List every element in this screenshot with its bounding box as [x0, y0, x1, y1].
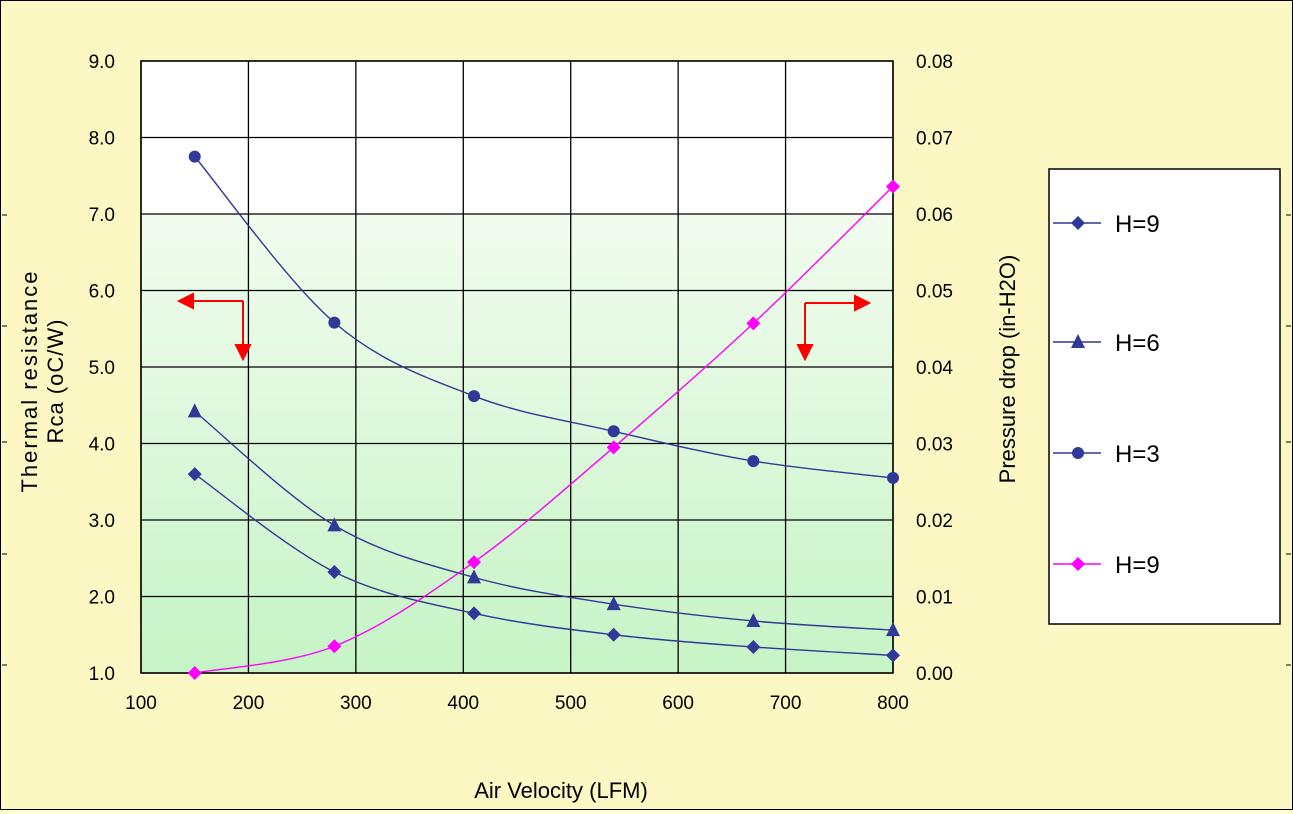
left-axis-title-line1: Thermal resistance	[17, 269, 42, 492]
data-point	[328, 316, 341, 329]
left-axis-title-line2: Rca (oC/W)	[43, 319, 68, 444]
data-point	[187, 666, 202, 680]
data-point	[746, 639, 761, 654]
right-y-tick-label: 0.05	[916, 282, 953, 303]
legend-label: H=9	[1115, 552, 1160, 579]
data-point	[887, 471, 899, 484]
x-tick-label: 500	[555, 693, 587, 714]
legend-entry: H=9	[1053, 552, 1160, 579]
series-line	[194, 410, 894, 631]
left-y-tick-label: 7.0	[89, 205, 115, 226]
legend-marker	[1071, 216, 1085, 230]
data-point	[327, 565, 342, 580]
series-layer	[187, 150, 900, 680]
legend-entry: H=9	[1053, 211, 1160, 238]
legend-marker	[1071, 557, 1085, 571]
data-point	[187, 403, 202, 418]
x-axis-title: Air Velocity (LFM)	[474, 778, 648, 803]
series-3	[188, 150, 899, 484]
legend-label: H=9	[1115, 211, 1160, 238]
legend-box	[1048, 168, 1281, 625]
gridlines	[140, 60, 894, 674]
right-y-tick-label: 0.07	[916, 129, 953, 150]
left-y-tick-label: 6.0	[89, 282, 115, 303]
data-point	[886, 648, 900, 663]
data-point	[188, 150, 201, 163]
legend-label: H=3	[1115, 441, 1160, 468]
left-axis-ticks: 1.0 2.0 3.0 4.0 5.0 6.0 7.0 8.0 9.0	[89, 52, 115, 685]
series-1	[187, 467, 900, 663]
right-y-tick-label: 0.04	[916, 358, 953, 379]
x-tick-label: 300	[340, 693, 372, 714]
data-point	[606, 627, 621, 642]
x-tick-label: 600	[662, 693, 694, 714]
data-point	[746, 612, 761, 627]
data-point	[467, 555, 482, 570]
data-point	[746, 316, 761, 331]
left-y-tick-label: 2.0	[89, 588, 115, 609]
data-point	[327, 639, 342, 654]
series-2	[187, 403, 900, 637]
data-point	[187, 467, 202, 482]
series-4	[187, 179, 900, 680]
left-y-tick-label: 5.0	[89, 358, 115, 379]
right-y-tick-label: 0.06	[916, 205, 953, 226]
data-point	[467, 569, 482, 584]
right-y-tick-label: 0.02	[916, 511, 953, 532]
left-y-tick-label: 8.0	[89, 129, 115, 150]
legend-label: H=6	[1115, 330, 1160, 357]
x-tick-label: 200	[233, 693, 265, 714]
left-y-tick-label: 3.0	[89, 511, 115, 532]
series-line	[194, 473, 894, 657]
x-tick-label: 100	[125, 693, 157, 714]
data-point	[327, 517, 342, 532]
data-point	[468, 390, 481, 403]
right-axis-arrow-icon	[796, 294, 872, 362]
data-point	[606, 596, 621, 611]
right-y-tick-label: 0.03	[916, 435, 953, 456]
data-point	[606, 440, 621, 455]
right-y-tick-label: 0.00	[916, 664, 953, 685]
data-point	[607, 425, 620, 438]
data-point	[886, 179, 900, 194]
legend-marker	[1072, 447, 1084, 459]
legend: H=9 H=6 H=3 H=9	[1053, 211, 1160, 579]
left-y-tick-label: 4.0	[89, 435, 115, 456]
series-line	[194, 156, 894, 479]
legend-entry: H=3	[1053, 441, 1160, 468]
x-tick-label: 700	[770, 693, 802, 714]
right-axis-ticks: 0.00 0.01 0.02 0.03 0.04 0.05 0.06 0.07 0.08	[916, 52, 953, 685]
right-axis-title: Pressure drop (in-H2O)	[995, 255, 1020, 484]
right-y-tick-label: 0.08	[916, 52, 953, 73]
x-tick-label: 800	[877, 693, 909, 714]
data-point	[886, 622, 900, 637]
left-y-tick-label: 1.0	[89, 664, 115, 685]
frame-ticks	[2, 214, 1291, 666]
right-y-tick-label: 0.01	[916, 588, 953, 609]
legend-entry: H=6	[1053, 330, 1160, 357]
x-axis-ticks: 100 200 300 400 500 600 700 800	[125, 693, 909, 714]
x-tick-label: 400	[447, 693, 479, 714]
left-y-tick-label: 9.0	[89, 52, 115, 73]
left-axis-arrow-icon	[176, 292, 252, 362]
legend-marker	[1071, 334, 1085, 348]
data-point	[747, 455, 760, 468]
data-point	[467, 606, 482, 621]
